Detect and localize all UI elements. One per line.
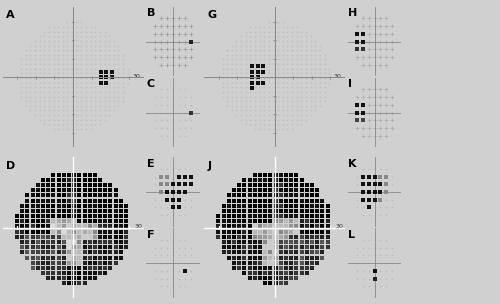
Text: C: C (146, 79, 154, 89)
Text: E: E (146, 159, 154, 169)
Text: H: H (348, 8, 358, 18)
Text: F: F (146, 230, 154, 240)
Text: J: J (208, 161, 212, 171)
Text: K: K (348, 159, 356, 169)
Text: 30: 30 (132, 74, 140, 79)
Text: B: B (146, 8, 155, 18)
Text: 30: 30 (334, 74, 342, 79)
Text: G: G (208, 10, 217, 20)
Text: I: I (348, 79, 352, 89)
Text: A: A (6, 10, 15, 20)
Text: L: L (348, 230, 355, 240)
Text: D: D (6, 161, 16, 171)
Text: 30: 30 (336, 224, 344, 229)
Text: 30: 30 (134, 224, 142, 229)
